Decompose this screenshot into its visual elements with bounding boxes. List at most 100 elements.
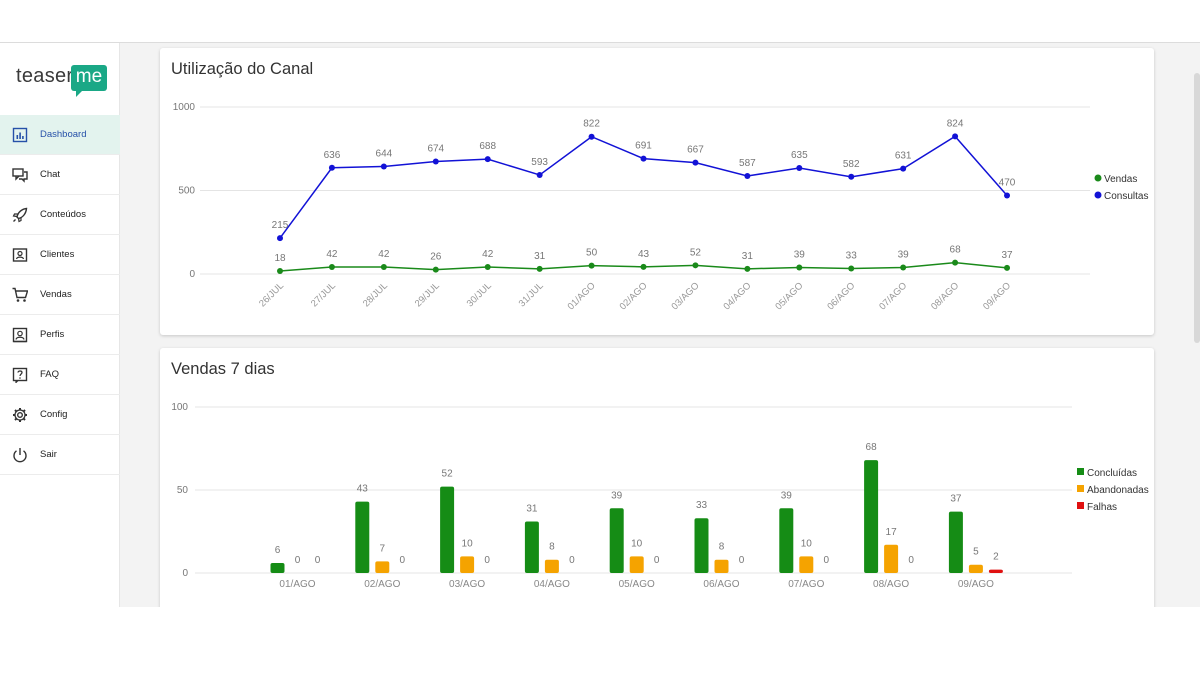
x-tick-label: 29/JUL	[413, 280, 442, 309]
page-scrollbar[interactable]	[1194, 73, 1200, 343]
x-tick-label: 30/JUL	[465, 280, 494, 309]
legend-label: Falhas	[1087, 502, 1117, 513]
data-point	[380, 163, 387, 170]
data-label: 593	[531, 157, 548, 168]
data-point	[848, 173, 855, 180]
bar-abandonadas	[714, 559, 729, 573]
bar-concluidas	[524, 521, 539, 573]
data-label: 0	[484, 555, 490, 566]
sidebar-item-label: Clientes	[40, 249, 75, 260]
top-bar	[0, 0, 1200, 43]
channel-usage-title: Utilização do Canal	[171, 60, 314, 78]
sidebar-item-perfis[interactable]: Perfis	[0, 315, 120, 355]
bar-falhas	[988, 569, 1003, 573]
data-label: 39	[611, 490, 623, 501]
legend-marker	[1077, 468, 1084, 475]
data-label: 42	[378, 249, 390, 260]
bar-abandonadas	[460, 556, 475, 573]
data-label: 822	[583, 119, 600, 130]
x-tick-label: 28/JUL	[361, 280, 390, 309]
legend-label: Vendas	[1104, 174, 1137, 185]
sidebar-item-config[interactable]: Config	[0, 395, 120, 435]
data-point	[796, 164, 803, 171]
data-label: 824	[947, 118, 964, 129]
data-label: 635	[791, 150, 808, 161]
data-point	[900, 165, 907, 172]
data-label: 39	[781, 490, 793, 501]
sidebar-item-sair[interactable]: Sair	[0, 435, 120, 475]
logo[interactable]: teaser me	[16, 65, 108, 99]
legend-marker	[1077, 502, 1084, 509]
data-label: 0	[908, 555, 914, 566]
logo-badge: me	[71, 65, 107, 91]
cart-icon	[12, 287, 28, 302]
data-label: 50	[586, 248, 598, 259]
sidebar-item-label: Sair	[40, 449, 57, 460]
bar-concluidas	[355, 501, 370, 573]
data-label: 31	[534, 251, 546, 262]
data-label: 0	[569, 555, 575, 566]
legend-marker	[1077, 485, 1084, 492]
sidebar-item-vendas[interactable]: Vendas	[0, 275, 120, 315]
legend-marker	[1094, 174, 1102, 182]
sidebar-item-label: Perfis	[40, 329, 65, 340]
bar-abandonadas	[884, 544, 899, 573]
x-tick-label: 09/AGO	[958, 579, 994, 590]
data-label: 18	[274, 253, 286, 264]
bar-concluidas	[694, 518, 709, 573]
x-tick-label: 04/AGO	[721, 280, 753, 312]
dashboard-icon	[12, 127, 28, 142]
y-tick-label: 1000	[173, 102, 196, 113]
data-label: 0	[315, 555, 321, 566]
data-label: 215	[272, 220, 289, 231]
data-point	[536, 171, 543, 178]
sidebar-item-clientes[interactable]: Clientes	[0, 235, 120, 275]
channel-usage-chart: 0 500 1000 26/JUL 27/JUL 28/JUL 29/JUL 30/JUL 31…	[173, 102, 1149, 312]
x-tick-label: 08/AGO	[929, 280, 961, 312]
data-label: 37	[950, 494, 962, 505]
data-label: 636	[324, 150, 341, 161]
sidebar-item-chat[interactable]: Chat	[0, 155, 120, 195]
data-point	[900, 264, 907, 271]
data-label: 0	[824, 555, 830, 566]
app-body: teaser me Dashboard Chat Conteúdos Clientes…	[0, 43, 1200, 607]
data-label: 10	[801, 538, 813, 549]
data-label: 0	[739, 555, 745, 566]
bar-abandonadas	[544, 559, 559, 573]
data-label: 7	[380, 543, 386, 554]
sidebar-item-conteudos[interactable]: Conteúdos	[0, 195, 120, 235]
gear-icon	[13, 407, 27, 422]
data-point	[640, 263, 647, 270]
data-label: 17	[886, 527, 898, 538]
data-point	[328, 164, 335, 171]
data-label: 688	[479, 141, 496, 152]
data-point	[432, 158, 439, 165]
data-label: 68	[950, 245, 962, 256]
x-tick-label: 09/AGO	[981, 280, 1013, 312]
bar-concluidas	[779, 508, 794, 573]
data-label: 33	[696, 500, 708, 511]
legend-label: Consultas	[1104, 191, 1148, 202]
data-point	[484, 263, 491, 270]
data-label: 26	[430, 252, 442, 263]
data-label: 43	[638, 249, 650, 260]
sales-7days-title: Vendas 7 dias	[171, 360, 275, 378]
x-tick-label: 03/AGO	[449, 579, 485, 590]
bar-concluidas	[609, 508, 624, 573]
x-tick-label: 07/AGO	[877, 280, 909, 312]
data-label: 37	[1001, 250, 1013, 261]
data-point	[744, 172, 751, 179]
data-point	[952, 259, 959, 266]
bar-concluidas	[440, 486, 455, 573]
data-label: 10	[631, 538, 643, 549]
data-point	[848, 265, 855, 272]
data-point	[796, 264, 803, 271]
sidebar-item-faq[interactable]: FAQ	[0, 355, 120, 395]
data-label: 68	[866, 442, 878, 453]
sidebar-item-label: Conteúdos	[40, 209, 86, 220]
data-label: 43	[357, 484, 369, 495]
data-label: 470	[999, 178, 1016, 189]
data-label: 31	[742, 251, 754, 262]
sidebar-item-dashboard[interactable]: Dashboard	[0, 115, 120, 155]
